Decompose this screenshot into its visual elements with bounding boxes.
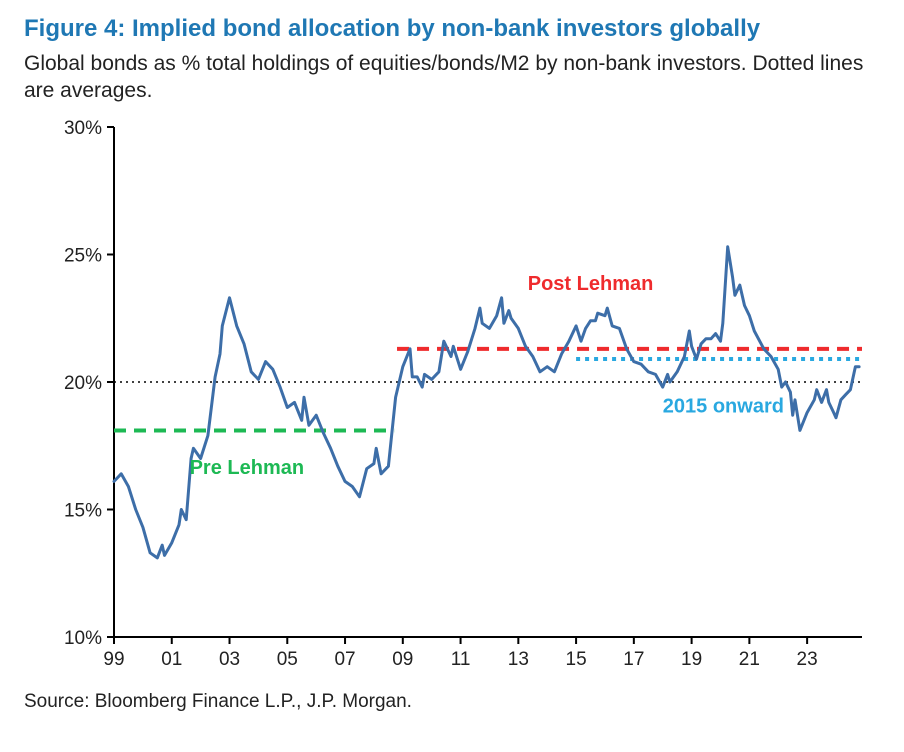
svg-text:15%: 15% <box>64 500 102 521</box>
svg-text:07: 07 <box>334 649 355 670</box>
figure-subtitle: Global bonds as % total holdings of equi… <box>24 50 880 105</box>
figure-title: Figure 4: Implied bond allocation by non… <box>24 14 880 44</box>
figure-source: Source: Bloomberg Finance L.P., J.P. Mor… <box>24 691 880 713</box>
svg-text:11: 11 <box>451 649 471 670</box>
svg-text:15: 15 <box>566 649 587 670</box>
svg-text:03: 03 <box>219 649 240 670</box>
svg-text:30%: 30% <box>64 118 102 139</box>
svg-text:13: 13 <box>508 649 529 670</box>
svg-text:25%: 25% <box>64 245 102 266</box>
svg-text:99: 99 <box>103 649 124 670</box>
svg-text:Post Lehman: Post Lehman <box>528 273 654 295</box>
chart-svg: 10% 15% 20% 25% 30% 99 01 03 05 07 09 11 13 15 17 19 21 2… <box>24 117 880 677</box>
svg-text:2015 onward: 2015 onward <box>663 395 784 417</box>
svg-text:10%: 10% <box>64 628 102 649</box>
svg-text:09: 09 <box>392 649 413 670</box>
svg-text:17: 17 <box>623 649 644 670</box>
svg-text:05: 05 <box>277 649 298 670</box>
svg-text:01: 01 <box>161 649 182 670</box>
chart: 10% 15% 20% 25% 30% 99 01 03 05 07 09 11 13 15 17 19 21 2… <box>24 117 880 677</box>
svg-text:Pre Lehman: Pre Lehman <box>190 456 304 478</box>
svg-text:21: 21 <box>739 649 760 670</box>
svg-text:20%: 20% <box>64 373 102 394</box>
svg-text:19: 19 <box>681 649 702 670</box>
figure-container: Figure 4: Implied bond allocation by non… <box>0 0 904 752</box>
svg-text:23: 23 <box>797 649 818 670</box>
